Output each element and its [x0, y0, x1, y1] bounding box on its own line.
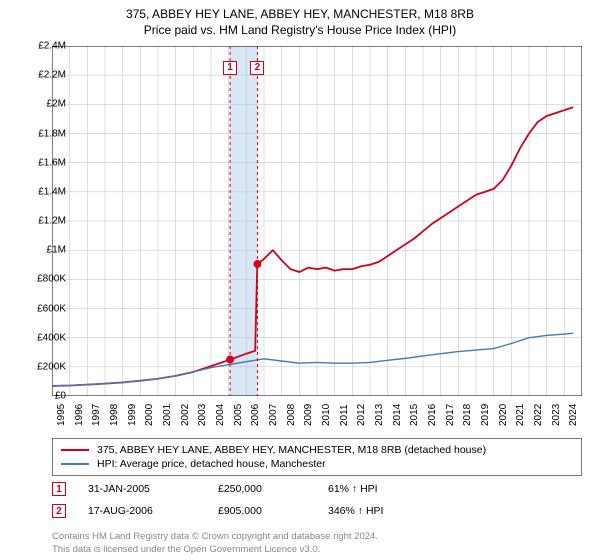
- x-tick-label: 2001: [162, 404, 173, 426]
- x-tick-label: 2013: [374, 404, 385, 426]
- legend-swatch-hpi: [61, 463, 89, 465]
- sale-2-price: £905,000: [218, 505, 328, 517]
- x-tick-label: 2002: [180, 404, 191, 426]
- x-tick-label: 2011: [339, 404, 350, 426]
- y-tick-label: £1M: [18, 245, 66, 256]
- x-tick-label: 2019: [480, 404, 491, 426]
- sale-callout-2-icon: 2: [250, 61, 264, 75]
- x-tick-label: 2005: [233, 404, 244, 426]
- price-chart: [52, 46, 582, 396]
- chart-svg: [52, 46, 582, 396]
- y-tick-label: £800K: [18, 274, 66, 285]
- sale-1-date: 31-JAN-2005: [88, 483, 218, 495]
- legend-item: HPI: Average price, detached house, Manc…: [61, 457, 573, 471]
- legend: 375, ABBEY HEY LANE, ABBEY HEY, MANCHEST…: [52, 438, 582, 476]
- sale-callout-1-icon: 1: [223, 61, 237, 75]
- y-tick-label: £2M: [18, 99, 66, 110]
- x-tick-label: 2006: [250, 404, 261, 426]
- x-tick-label: 2012: [356, 404, 367, 426]
- x-tick-label: 2023: [551, 404, 562, 426]
- x-tick-label: 1998: [109, 404, 120, 426]
- y-tick-label: £2.2M: [18, 70, 66, 81]
- x-tick-label: 1995: [56, 404, 67, 426]
- y-tick-label: £400K: [18, 332, 66, 343]
- y-tick-label: £1.2M: [18, 216, 66, 227]
- y-tick-label: £200K: [18, 361, 66, 372]
- x-tick-label: 2014: [392, 404, 403, 426]
- y-tick-label: £1.6M: [18, 157, 66, 168]
- x-tick-label: 2020: [498, 404, 509, 426]
- x-tick-label: 2004: [215, 404, 226, 426]
- y-tick-label: £2.4M: [18, 41, 66, 52]
- sale-marker-2-icon: 2: [52, 504, 66, 518]
- y-tick-label: £1.8M: [18, 128, 66, 139]
- legend-swatch-property: [61, 449, 89, 451]
- x-tick-label: 2015: [409, 404, 420, 426]
- footer-line1: Contains HM Land Registry data © Crown c…: [52, 531, 378, 543]
- x-tick-label: 1999: [127, 404, 138, 426]
- sale-row-1: 1 31-JAN-2005 £250,000 61% ↑ HPI: [52, 482, 582, 496]
- x-tick-label: 1997: [91, 404, 102, 426]
- footer-line2: This data is licensed under the Open Gov…: [52, 544, 378, 556]
- title-subtitle: Price paid vs. HM Land Registry's House …: [0, 22, 600, 38]
- x-tick-label: 2024: [568, 404, 579, 426]
- sale-1-price: £250,000: [218, 483, 328, 495]
- legend-label-hpi: HPI: Average price, detached house, Manc…: [97, 458, 326, 470]
- x-tick-label: 2003: [197, 404, 208, 426]
- x-tick-label: 2010: [321, 404, 332, 426]
- x-tick-label: 2017: [445, 404, 456, 426]
- sale-2-change: 346% ↑ HPI: [328, 505, 468, 517]
- x-tick-label: 2000: [144, 404, 155, 426]
- sale-1-change: 61% ↑ HPI: [328, 483, 468, 495]
- legend-item: 375, ABBEY HEY LANE, ABBEY HEY, MANCHEST…: [61, 443, 573, 457]
- y-tick-label: £600K: [18, 303, 66, 314]
- chart-title: 375, ABBEY HEY LANE, ABBEY HEY, MANCHEST…: [0, 0, 600, 38]
- sale-2-date: 17-AUG-2006: [88, 505, 218, 517]
- x-tick-label: 2021: [515, 404, 526, 426]
- x-tick-label: 2009: [303, 404, 314, 426]
- x-tick-label: 2007: [268, 404, 279, 426]
- y-tick-label: £0: [18, 391, 66, 402]
- footer-attribution: Contains HM Land Registry data © Crown c…: [52, 531, 378, 556]
- x-tick-label: 2022: [533, 404, 544, 426]
- x-tick-label: 1996: [74, 404, 85, 426]
- x-tick-label: 2008: [286, 404, 297, 426]
- title-address: 375, ABBEY HEY LANE, ABBEY HEY, MANCHEST…: [0, 6, 600, 22]
- sale-row-2: 2 17-AUG-2006 £905,000 346% ↑ HPI: [52, 504, 582, 518]
- y-tick-label: £1.4M: [18, 186, 66, 197]
- legend-label-property: 375, ABBEY HEY LANE, ABBEY HEY, MANCHEST…: [97, 444, 486, 456]
- x-tick-label: 2018: [462, 404, 473, 426]
- sale-marker-1-icon: 1: [52, 482, 66, 496]
- x-tick-label: 2016: [427, 404, 438, 426]
